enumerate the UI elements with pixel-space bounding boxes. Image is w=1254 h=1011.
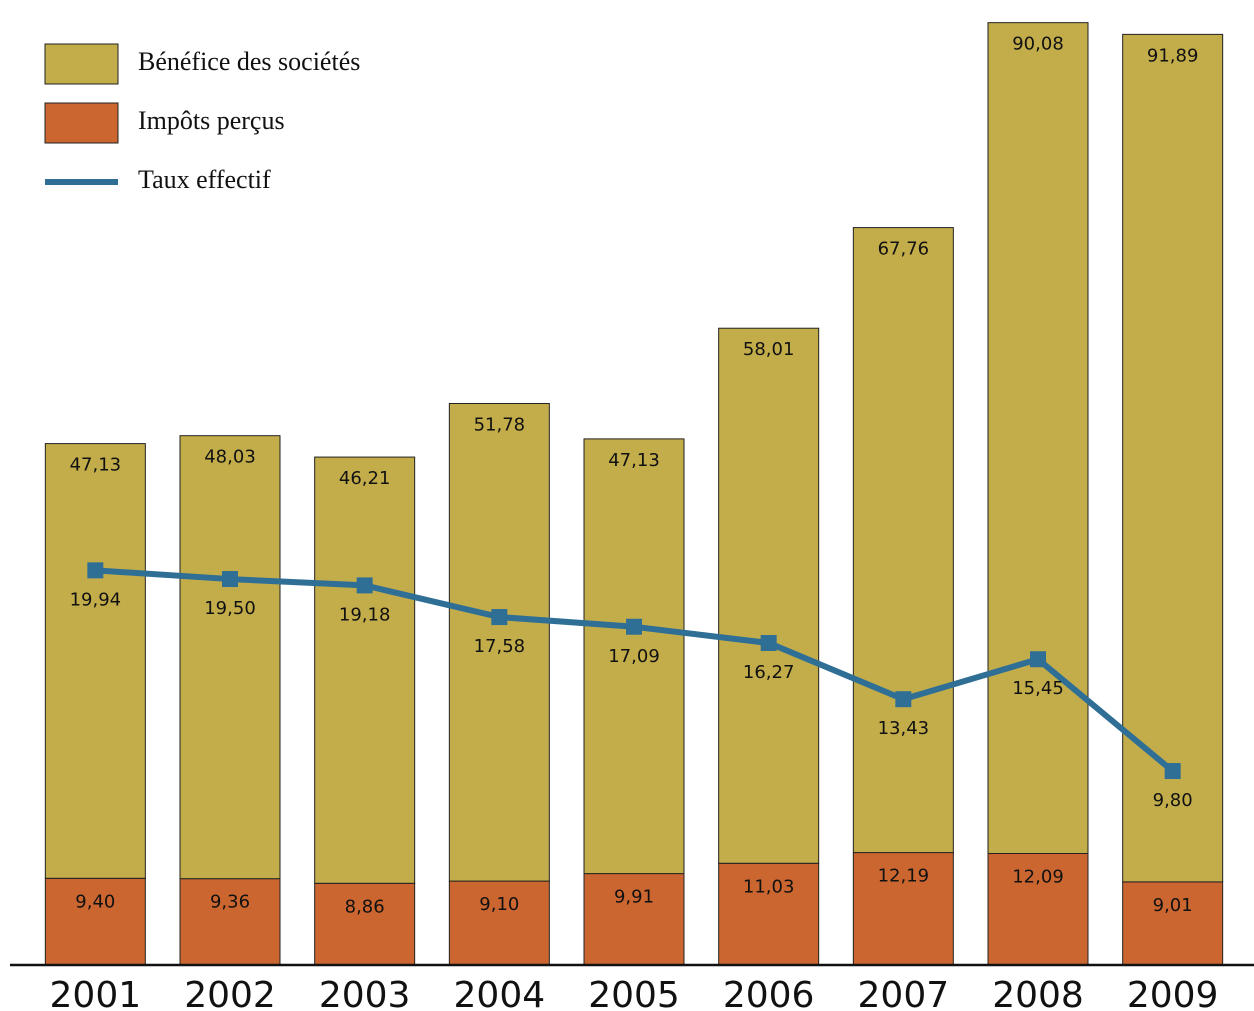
bar [583, 873, 685, 966]
data-label: 9,10 [479, 894, 519, 915]
bar [44, 877, 146, 966]
data-label: 9,80 [1153, 790, 1193, 811]
data-label: 58,01 [743, 339, 795, 360]
data-label: 48,03 [204, 447, 256, 468]
x-tick-label: 2001 [50, 975, 142, 1011]
data-label: 17,09 [608, 646, 660, 667]
bar [583, 438, 685, 875]
data-label: 9,40 [75, 891, 115, 912]
marker [491, 609, 508, 626]
data-label: 91,89 [1147, 45, 1199, 66]
data-label: 13,43 [878, 718, 930, 739]
bar [852, 227, 954, 854]
data-label: 15,45 [1012, 678, 1064, 699]
data-label: 12,09 [1012, 866, 1064, 887]
legend-label: Bénéfice des sociétés [138, 47, 360, 76]
bar [179, 878, 281, 966]
data-label: 9,01 [1153, 895, 1193, 916]
x-tick-label: 2005 [588, 975, 680, 1011]
data-label: 19,50 [204, 598, 256, 619]
bar [718, 862, 820, 966]
data-label: 47,13 [608, 450, 660, 471]
legend-swatch [44, 102, 119, 144]
x-tick-label: 2007 [858, 975, 950, 1011]
bar [1122, 881, 1224, 966]
marker [1164, 763, 1181, 780]
bar [44, 443, 146, 879]
bar [987, 22, 1089, 854]
bar [987, 852, 1089, 966]
data-label: 19,18 [339, 604, 391, 625]
data-label: 67,76 [878, 239, 930, 260]
data-label: 19,94 [70, 589, 122, 610]
bar [179, 435, 281, 880]
data-label: 90,08 [1012, 34, 1064, 55]
data-label: 8,86 [345, 896, 385, 917]
data-label: 47,13 [70, 455, 122, 476]
x-tick-label: 2009 [1127, 975, 1219, 1011]
data-label: 9,91 [614, 887, 654, 908]
marker [626, 618, 642, 635]
data-label: 11,03 [743, 876, 795, 897]
x-tick-label: 2002 [184, 975, 276, 1011]
legend-label: Impôts perçus [138, 106, 285, 135]
legend-swatch [44, 43, 119, 85]
bar [1122, 33, 1224, 883]
marker [1030, 651, 1046, 668]
bar [448, 880, 550, 966]
marker [356, 577, 373, 594]
data-label: 51,78 [474, 414, 526, 435]
data-label: 17,58 [474, 636, 526, 657]
x-tick-label: 2003 [319, 975, 411, 1011]
bar [314, 456, 416, 884]
data-label: 12,19 [878, 866, 930, 887]
marker [895, 691, 912, 708]
legend-label: Taux effectif [138, 165, 271, 194]
bar [448, 402, 550, 882]
marker [222, 571, 238, 588]
marker [87, 562, 104, 579]
x-tick-label: 2006 [723, 975, 815, 1011]
x-tick-label: 2004 [454, 975, 546, 1011]
x-tick-label: 2008 [992, 975, 1084, 1011]
data-label: 46,21 [339, 468, 391, 489]
bar [718, 327, 820, 864]
data-label: 16,27 [743, 662, 795, 683]
data-label: 9,36 [210, 892, 250, 913]
marker [760, 634, 777, 651]
